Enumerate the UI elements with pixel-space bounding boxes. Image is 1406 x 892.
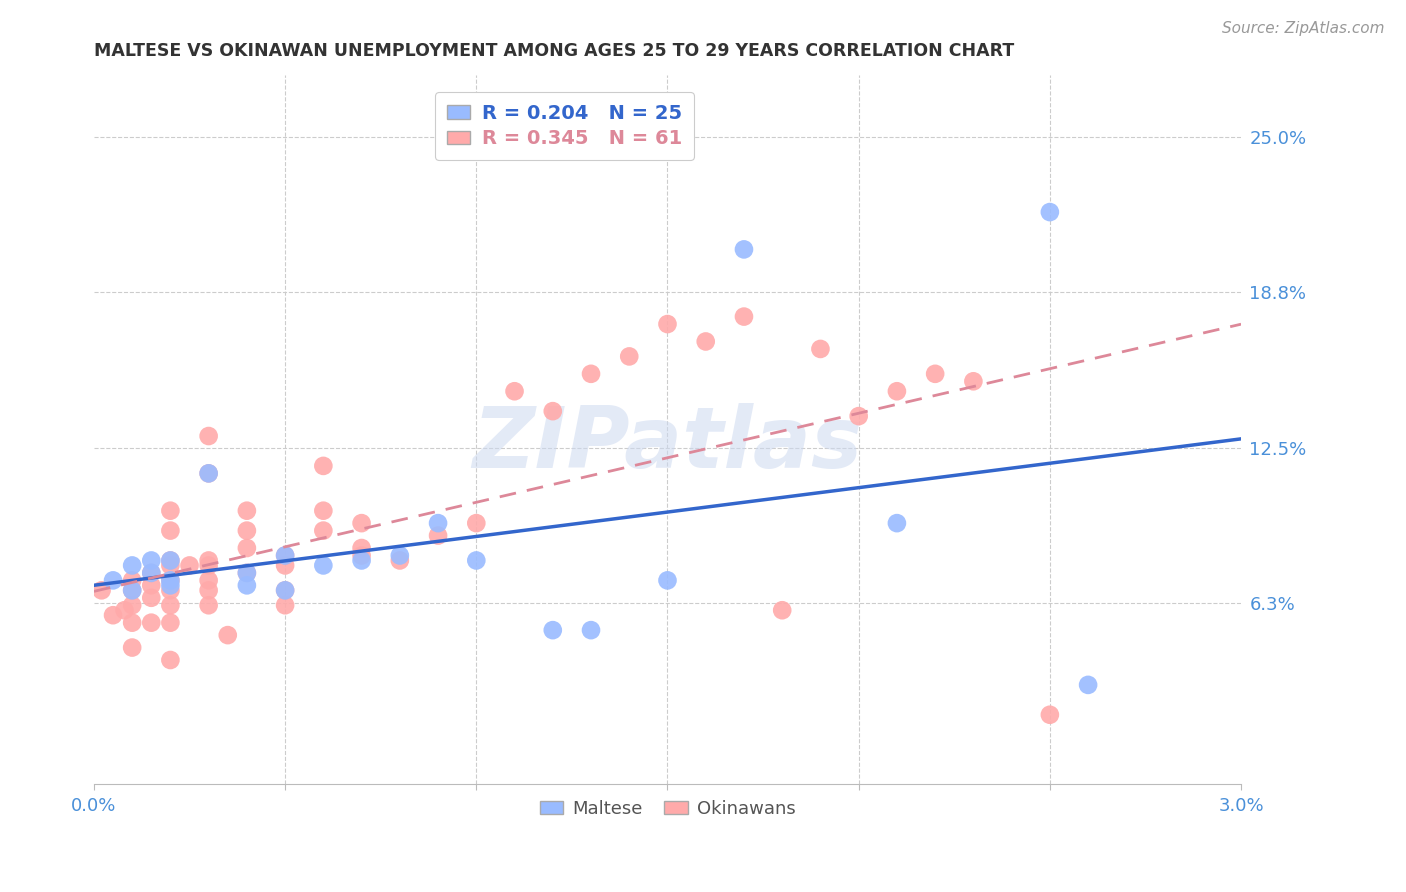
Point <box>886 384 908 399</box>
Point <box>924 367 946 381</box>
Point <box>159 653 181 667</box>
Point <box>159 574 181 588</box>
Point <box>465 553 488 567</box>
Point <box>962 374 984 388</box>
Point <box>274 549 297 563</box>
Point <box>159 553 181 567</box>
Point <box>236 504 259 518</box>
Point <box>350 553 373 567</box>
Point <box>695 334 717 349</box>
Point <box>197 599 219 613</box>
Point <box>579 367 602 381</box>
Point <box>197 553 219 567</box>
Point <box>350 549 373 563</box>
Point <box>312 524 335 538</box>
Point <box>141 553 163 567</box>
Point <box>121 599 143 613</box>
Point <box>159 504 181 518</box>
Point <box>121 583 143 598</box>
Point <box>159 599 181 613</box>
Point <box>274 549 297 563</box>
Point <box>159 558 181 573</box>
Point <box>388 553 411 567</box>
Point <box>141 566 163 580</box>
Point <box>236 524 259 538</box>
Point <box>848 409 870 424</box>
Point <box>274 599 297 613</box>
Point <box>141 566 163 580</box>
Point <box>141 578 163 592</box>
Point <box>159 583 181 598</box>
Point <box>810 342 832 356</box>
Point <box>579 623 602 637</box>
Point <box>503 384 526 399</box>
Point <box>197 429 219 443</box>
Point <box>236 541 259 555</box>
Point <box>159 574 181 588</box>
Point <box>1077 678 1099 692</box>
Point <box>657 574 679 588</box>
Point <box>274 583 297 598</box>
Point <box>179 558 201 573</box>
Point <box>312 504 335 518</box>
Point <box>657 317 679 331</box>
Point <box>236 566 259 580</box>
Point <box>121 583 143 598</box>
Point <box>159 615 181 630</box>
Point <box>541 404 564 418</box>
Point <box>101 608 124 623</box>
Point <box>1039 707 1062 722</box>
Point <box>159 553 181 567</box>
Point <box>312 458 335 473</box>
Point <box>236 566 259 580</box>
Text: MALTESE VS OKINAWAN UNEMPLOYMENT AMONG AGES 25 TO 29 YEARS CORRELATION CHART: MALTESE VS OKINAWAN UNEMPLOYMENT AMONG A… <box>94 42 1014 60</box>
Point <box>886 516 908 530</box>
Point <box>197 467 219 481</box>
Text: Source: ZipAtlas.com: Source: ZipAtlas.com <box>1222 21 1385 36</box>
Point <box>197 467 219 481</box>
Point <box>121 615 143 630</box>
Point <box>770 603 793 617</box>
Point <box>90 583 112 598</box>
Point <box>388 549 411 563</box>
Point <box>465 516 488 530</box>
Point <box>159 524 181 538</box>
Point <box>427 528 450 542</box>
Point <box>121 558 143 573</box>
Point <box>350 541 373 555</box>
Point <box>217 628 239 642</box>
Text: ZIPatlas: ZIPatlas <box>472 402 863 485</box>
Point <box>101 574 124 588</box>
Point <box>1039 205 1062 219</box>
Point <box>427 516 450 530</box>
Point <box>121 574 143 588</box>
Point <box>236 578 259 592</box>
Legend: Maltese, Okinawans: Maltese, Okinawans <box>533 793 803 825</box>
Point <box>197 583 219 598</box>
Point <box>274 583 297 598</box>
Point <box>733 243 755 257</box>
Point <box>619 350 641 364</box>
Point <box>121 640 143 655</box>
Point <box>274 558 297 573</box>
Point <box>141 615 163 630</box>
Point <box>197 558 219 573</box>
Point <box>541 623 564 637</box>
Point <box>733 310 755 324</box>
Point <box>350 516 373 530</box>
Point <box>197 574 219 588</box>
Point <box>141 591 163 605</box>
Point <box>114 603 136 617</box>
Point <box>312 558 335 573</box>
Point <box>159 578 181 592</box>
